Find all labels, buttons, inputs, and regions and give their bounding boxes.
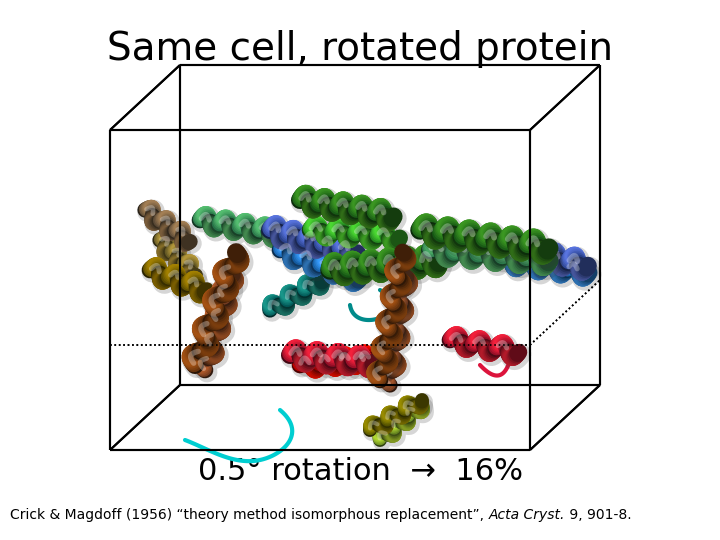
Text: Acta Cryst.: Acta Cryst. (488, 508, 564, 522)
Text: Crick & Magdoff (1956) “theory method isomorphous replacement”,: Crick & Magdoff (1956) “theory method is… (10, 508, 488, 522)
Text: 9, 901-8.: 9, 901-8. (564, 508, 631, 522)
Text: Same cell, rotated protein: Same cell, rotated protein (107, 30, 613, 68)
Text: 0.5° rotation  →  16%: 0.5° rotation → 16% (197, 457, 523, 487)
